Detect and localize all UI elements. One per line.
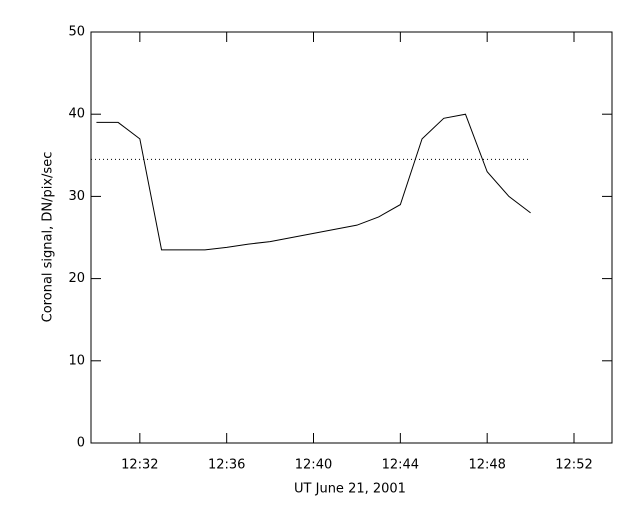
y-tick-label: 20 — [68, 271, 85, 286]
y-tick-label: 40 — [68, 107, 85, 122]
y-tick-label: 0 — [77, 436, 85, 451]
plot-frame — [90, 31, 613, 444]
x-tick-label: 12:40 — [295, 458, 332, 473]
y-axis-label: Coronal signal, DN/pix/sec — [41, 152, 56, 323]
x-tick-label: 12:48 — [468, 458, 505, 473]
x-tick-label: 12:36 — [208, 458, 245, 473]
x-axis-label: UT June 21, 2001 — [294, 482, 406, 497]
data-line — [96, 113, 531, 251]
y-tick-label: 50 — [68, 25, 85, 40]
x-tick-label: 12:44 — [382, 458, 419, 473]
y-tick-label: 10 — [68, 353, 85, 368]
x-tick-label: 12:32 — [121, 458, 158, 473]
y-tick-label: 30 — [68, 189, 85, 204]
x-tick-label: 12:52 — [555, 458, 592, 473]
